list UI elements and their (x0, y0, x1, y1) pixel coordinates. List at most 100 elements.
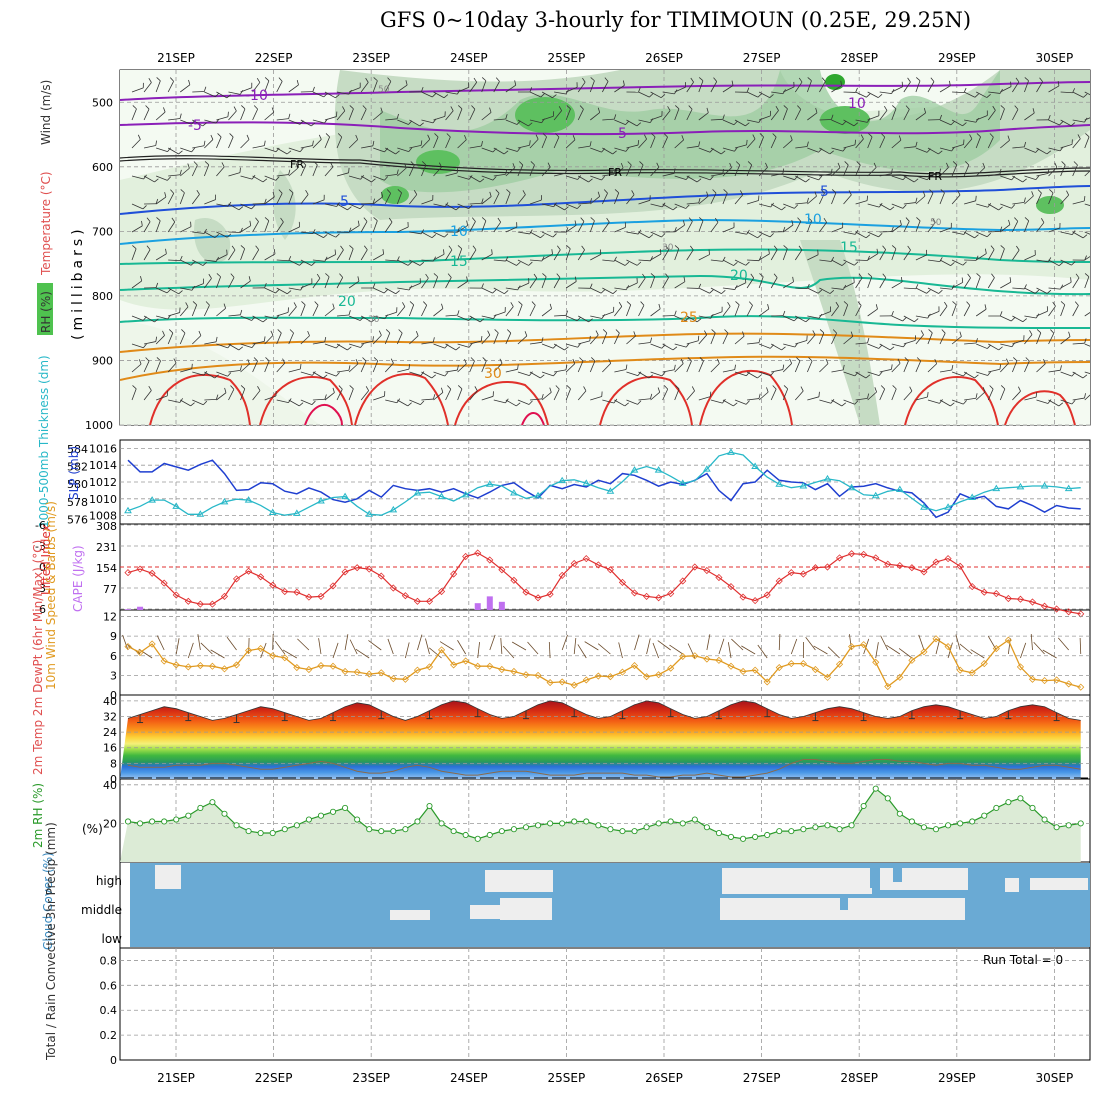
wind-barb-flag (907, 245, 911, 251)
contour-label-rh: 30 (368, 315, 380, 325)
wind-barb (577, 390, 587, 401)
wind-barb-flag (455, 346, 461, 351)
wind-barb-flag (685, 316, 690, 322)
wind-barb-flag (975, 393, 978, 399)
ylabel-cloud: Cloud Cover (%) (41, 852, 55, 950)
wind-barb (602, 363, 612, 373)
tick-label: 1014 (89, 459, 117, 472)
wind-barb-flag (148, 385, 152, 391)
wind-barb-flag (1011, 204, 1016, 209)
wind-barb-flag (606, 217, 610, 223)
wind-barb (843, 194, 852, 205)
wind-barb (324, 91, 336, 99)
rh-point (571, 818, 578, 825)
wind-barb (565, 363, 576, 373)
wind-barb (1012, 315, 1024, 323)
wind-barb (481, 175, 494, 181)
wind-barb (758, 167, 768, 177)
wind-speed-point (1077, 683, 1085, 691)
wind-barb (421, 371, 433, 379)
contour-label-purple: -10 (245, 88, 268, 104)
thickness-point (1064, 484, 1073, 492)
wind-barb-flag (880, 385, 885, 390)
wind-barb-flag (591, 357, 596, 362)
rh-point (727, 833, 735, 840)
surface-wind-barb (1007, 638, 1011, 655)
wind-barb-flag (650, 337, 653, 343)
wind-barb (650, 115, 663, 121)
wind-barb-flag (637, 140, 640, 146)
wind-barb (1000, 175, 1012, 181)
wind-barb-flag (299, 147, 304, 152)
wind-barb (843, 371, 856, 377)
wind-barb (806, 220, 812, 233)
wind-barb-flag (589, 283, 593, 289)
wind-barb (204, 91, 216, 98)
wind-barb-flag (672, 206, 678, 211)
wind-barb-flag (489, 107, 492, 113)
wind-speed-point (462, 657, 470, 665)
wind-barb (529, 371, 541, 379)
rh-point (510, 826, 517, 833)
rh-point (752, 833, 759, 840)
wind-barb (1072, 200, 1085, 205)
cloud-block (500, 898, 552, 920)
wind-barb (951, 119, 963, 127)
wind-barb-flag (574, 276, 577, 282)
wind-barb-flag (443, 94, 449, 99)
wind-barb-flag (843, 301, 849, 306)
wind-barb (324, 343, 337, 349)
wind-barb-flag (466, 220, 469, 226)
wind-barb-flag (362, 105, 367, 110)
tick-label: 576 (67, 514, 88, 527)
wind-barb (505, 119, 518, 125)
wind-barb (493, 311, 506, 317)
wind-barb-flag (1035, 392, 1038, 398)
wind-barb-flag (1060, 365, 1062, 371)
wind-barb (855, 138, 864, 149)
thickness-point (292, 509, 301, 516)
lifted-index-point (317, 592, 325, 600)
wind-barb (300, 399, 313, 406)
wind-barb-flag (999, 311, 1003, 317)
wind-barb (975, 276, 981, 289)
wind-barb-flag (721, 150, 726, 155)
rh-point (776, 828, 783, 835)
wind-barb-flag (597, 107, 601, 113)
tick-label: 0.4 (100, 1004, 118, 1017)
wind-barb (710, 192, 717, 205)
wind-barb-flag (566, 245, 571, 250)
wind-barb (988, 343, 999, 351)
wind-barb-flag (1094, 304, 1095, 309)
wind-barb (1024, 80, 1029, 93)
wind-barb-flag (231, 245, 236, 251)
wind-barb (1024, 360, 1030, 373)
wind-barb (758, 371, 771, 377)
wind-barb-flag (709, 289, 714, 294)
wind-barb (831, 192, 837, 205)
wind-barb-flag (198, 330, 202, 336)
surface-wind-barb (955, 634, 961, 651)
wind-barb (300, 145, 313, 149)
thickness-point (992, 484, 1001, 492)
wind-barb-flag (288, 169, 291, 175)
wind-barb (807, 334, 816, 345)
surface-wind-barb (457, 640, 467, 655)
wind-barb-flag (950, 121, 955, 126)
wind-barb-flag (1032, 108, 1035, 114)
wind-barb (578, 340, 590, 345)
wind-barb (179, 306, 189, 317)
wind-barb-flag (769, 233, 774, 238)
wind-speed-point (799, 660, 807, 668)
wind-barb-flag (808, 357, 813, 362)
wind-barb-flag (286, 150, 292, 155)
cape-bar (498, 601, 505, 610)
wind-barb (650, 371, 663, 377)
rh-point (366, 826, 373, 833)
wind-barb-flag (691, 386, 695, 392)
wind-barb-flag (794, 204, 799, 209)
wind-barb-flag (138, 359, 142, 365)
slp-panel-labels: 1000-500mb Thickness (dm) SLP (mb) (37, 355, 81, 528)
wind-barb-flag (325, 133, 330, 138)
wind-barb (131, 175, 144, 180)
